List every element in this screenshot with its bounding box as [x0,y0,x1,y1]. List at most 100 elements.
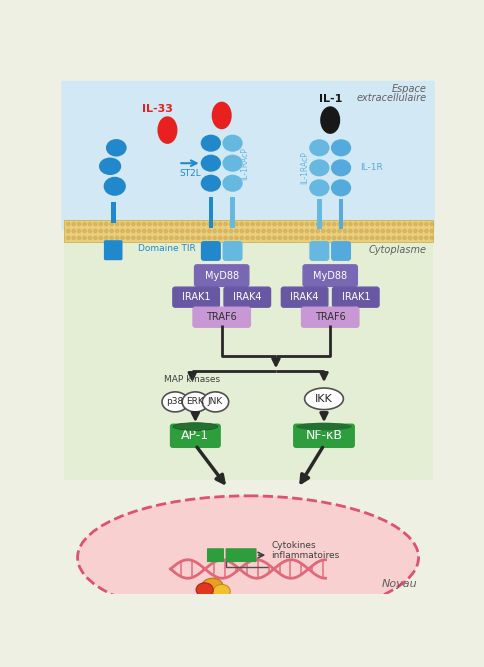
Circle shape [137,229,140,233]
FancyBboxPatch shape [193,307,250,327]
Circle shape [191,222,195,225]
Ellipse shape [332,140,350,155]
Circle shape [77,222,81,225]
Bar [230,197,235,228]
Circle shape [94,222,97,225]
Circle shape [77,236,81,239]
Circle shape [235,222,238,225]
Circle shape [191,236,195,239]
Ellipse shape [105,178,125,195]
Circle shape [121,222,124,225]
Circle shape [224,236,227,239]
Circle shape [419,222,423,225]
Circle shape [164,236,167,239]
Ellipse shape [223,135,242,151]
Circle shape [311,236,314,239]
Circle shape [300,222,303,225]
Circle shape [414,222,417,225]
Circle shape [311,222,314,225]
Circle shape [365,229,368,233]
Circle shape [278,222,282,225]
Circle shape [202,222,206,225]
Circle shape [354,222,358,225]
Circle shape [213,222,216,225]
Ellipse shape [201,155,220,171]
Circle shape [387,229,390,233]
Circle shape [164,229,167,233]
Ellipse shape [77,496,419,619]
Circle shape [343,222,347,225]
Circle shape [175,222,179,225]
Circle shape [99,236,103,239]
Circle shape [105,222,108,225]
Circle shape [110,222,113,225]
FancyBboxPatch shape [223,241,242,260]
Circle shape [284,229,287,233]
Circle shape [348,229,352,233]
Circle shape [376,222,379,225]
Text: IL-1RAcP: IL-1RAcP [300,151,309,184]
Circle shape [99,222,103,225]
Circle shape [272,229,276,233]
Circle shape [153,229,157,233]
Circle shape [105,229,108,233]
Text: p38: p38 [166,398,184,406]
Circle shape [202,236,206,239]
Circle shape [159,222,162,225]
Circle shape [343,229,347,233]
Circle shape [132,236,135,239]
Circle shape [126,222,130,225]
Ellipse shape [100,159,120,174]
Circle shape [376,229,379,233]
Circle shape [419,236,423,239]
Circle shape [305,222,309,225]
Circle shape [245,236,249,239]
Circle shape [289,236,292,239]
Circle shape [262,229,265,233]
Circle shape [397,236,401,239]
Circle shape [229,236,233,239]
Ellipse shape [296,423,352,430]
FancyBboxPatch shape [226,548,257,562]
Circle shape [365,236,368,239]
Circle shape [333,236,336,239]
Circle shape [392,229,395,233]
Ellipse shape [321,107,339,133]
Circle shape [186,236,189,239]
Circle shape [208,236,211,239]
Circle shape [159,229,162,233]
Circle shape [267,222,271,225]
Circle shape [305,236,309,239]
Circle shape [83,236,86,239]
Circle shape [370,229,374,233]
FancyBboxPatch shape [207,548,224,562]
Ellipse shape [223,175,242,191]
Circle shape [300,236,303,239]
Circle shape [197,236,200,239]
Circle shape [300,229,303,233]
Ellipse shape [201,578,223,595]
Text: IRAK4: IRAK4 [233,292,261,302]
Circle shape [333,222,336,225]
Circle shape [424,222,428,225]
Text: Cytoplasme: Cytoplasme [368,245,426,255]
Ellipse shape [304,388,343,410]
FancyBboxPatch shape [201,241,220,260]
Circle shape [316,236,319,239]
Circle shape [251,222,255,225]
Circle shape [278,229,282,233]
Circle shape [403,222,406,225]
Circle shape [208,229,211,233]
Circle shape [262,222,265,225]
FancyBboxPatch shape [281,287,328,307]
Circle shape [88,222,91,225]
Bar [317,199,322,229]
Circle shape [316,229,319,233]
Circle shape [343,236,347,239]
Circle shape [387,236,390,239]
Circle shape [348,236,352,239]
Circle shape [333,229,336,233]
Text: NF-κB: NF-κB [305,430,343,442]
Text: MyD88: MyD88 [205,271,239,281]
Ellipse shape [310,180,329,195]
